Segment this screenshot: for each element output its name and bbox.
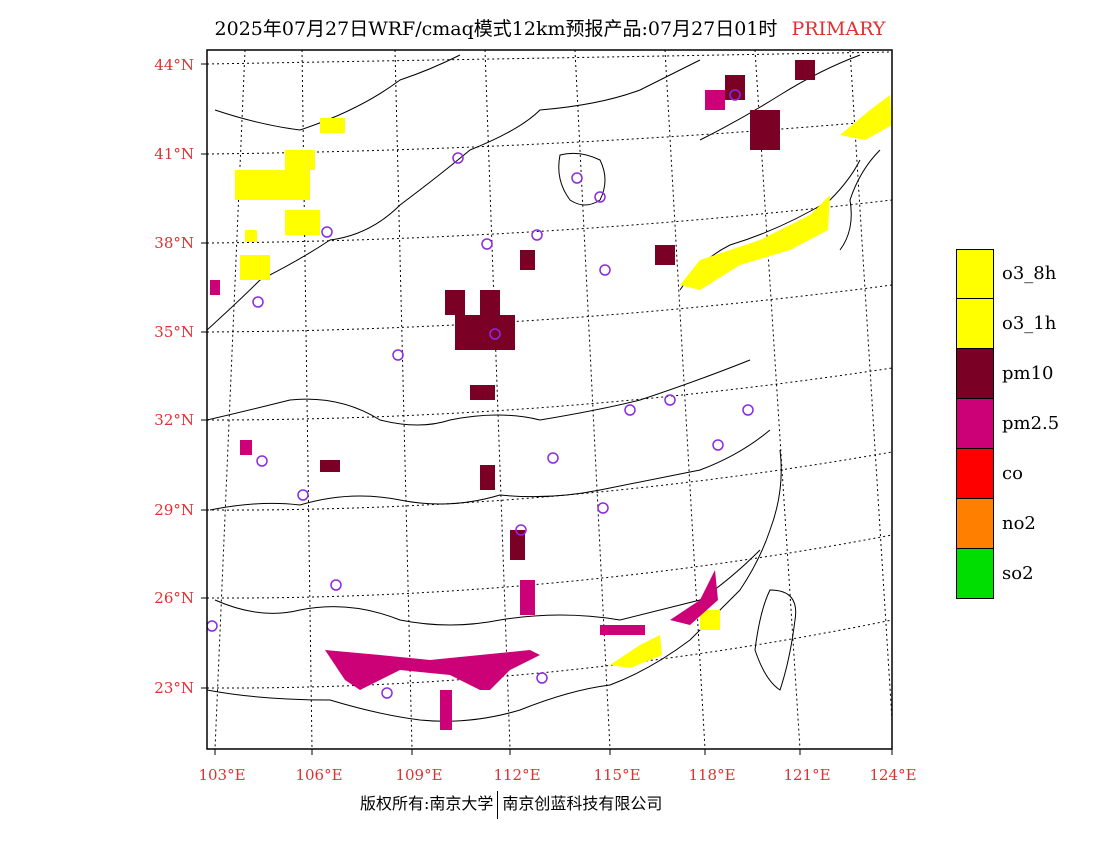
copyright-left: 版权所有:南京大学 [360,794,494,813]
map-frame [206,49,893,750]
lat-label-32: 32°N [154,411,194,429]
lat-label-29: 29°N [154,501,194,519]
legend-swatch [956,399,994,449]
legend-label: pm2.5 [1002,413,1060,434]
lon-label-118: 118°E [688,766,736,784]
longitude-gridlines [214,50,892,749]
copyright-right: 南京创蓝科技有限公司 [502,794,663,813]
legend-swatch [956,499,994,549]
product-tag: PRIMARY [791,18,886,40]
legend-label: pm10 [1002,363,1054,384]
footer-separator [497,790,499,819]
latitude-ticks [201,63,207,689]
monitoring-stations [207,89,754,699]
copyright-footer: 版权所有:南京大学 南京创蓝科技有限公司 [360,790,662,819]
legend-swatch [956,349,994,399]
lat-label-35: 35°N [154,323,194,341]
legend-label: o3_1h [1002,313,1057,334]
legend-swatch [956,549,994,599]
lon-label-112: 112°E [493,766,541,784]
longitude-ticks [214,749,893,755]
legend-swatch [956,249,994,299]
lat-label-44: 44°N [154,56,194,74]
lon-label-103: 103°E [198,766,246,784]
legend-label: no2 [1002,513,1036,534]
latitude-gridlines [207,51,892,689]
lon-label-106: 106°E [295,766,343,784]
legend-label: co [1002,463,1023,484]
legend-label: o3_8h [1002,263,1057,284]
legend-label: so2 [1002,563,1034,584]
title-text: 2025年07月27日WRF/cmaq模式12km预报产品:07月27日01时 [214,18,778,40]
lat-label-41: 41°N [154,145,194,163]
lat-label-23: 23°N [154,679,194,697]
pm10-patches [320,60,815,560]
lat-label-26: 26°N [154,589,194,607]
o3-patches [235,95,892,668]
lon-label-121: 121°E [783,766,831,784]
legend-swatch [956,299,994,349]
boundaries [207,54,881,722]
legend-swatch [956,449,994,499]
lon-label-109: 109°E [395,766,443,784]
lon-label-115: 115°E [593,766,641,784]
pm25-patches [210,90,725,730]
lon-label-124: 124°E [869,766,917,784]
lat-label-38: 38°N [154,234,194,252]
map-title: 2025年07月27日WRF/cmaq模式12km预报产品:07月27日01时 P… [0,14,1100,41]
